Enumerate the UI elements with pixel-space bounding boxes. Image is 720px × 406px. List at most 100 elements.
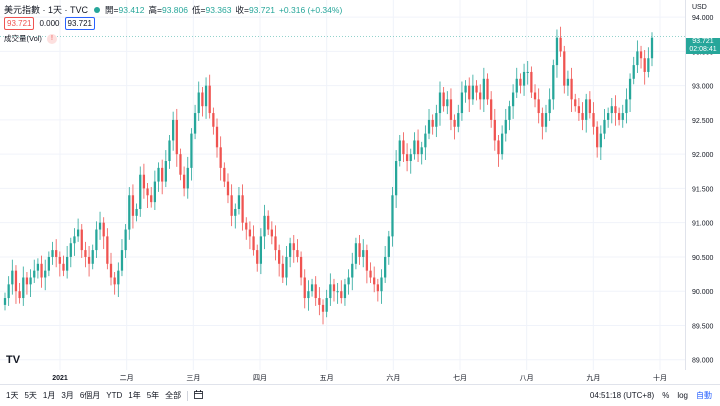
candle xyxy=(515,67,518,98)
candle xyxy=(139,166,142,217)
candle-body xyxy=(36,263,40,271)
candle-body xyxy=(369,270,372,278)
candle-body xyxy=(325,298,328,312)
candle-body xyxy=(135,208,138,216)
candle-body xyxy=(391,195,394,237)
candle xyxy=(234,203,237,229)
candle-body xyxy=(427,119,431,134)
candle-body xyxy=(585,99,588,120)
candle xyxy=(270,221,273,245)
candle-body xyxy=(73,236,76,244)
price-tick-label: 92.000 xyxy=(692,152,714,159)
candle-body xyxy=(650,37,654,59)
candle xyxy=(391,187,394,247)
range-6m[interactable]: 6個月 xyxy=(79,391,101,400)
candle-body xyxy=(639,51,643,59)
candle-body xyxy=(281,263,284,278)
candle-body xyxy=(457,113,460,127)
candle-body xyxy=(490,99,493,120)
candle-body xyxy=(537,99,540,114)
candle-body xyxy=(51,250,54,257)
candle-body xyxy=(40,263,43,278)
candle-body xyxy=(193,113,197,134)
range-5d[interactable]: 5天 xyxy=(24,391,37,400)
candle xyxy=(226,173,230,204)
percent-toggle[interactable]: % xyxy=(662,391,670,400)
range-all[interactable]: 全部 xyxy=(165,391,182,400)
candle-body xyxy=(182,174,186,189)
range-1m[interactable]: 1月 xyxy=(42,391,56,400)
last-price-value: 93.721 xyxy=(692,38,714,45)
candle xyxy=(212,107,215,135)
candle-body xyxy=(139,174,142,209)
candle-body xyxy=(566,78,570,86)
candle xyxy=(504,108,507,142)
price-axis[interactable]: 89.000 89.500 90.000 90.500 91.000 91.500 92.0… xyxy=(685,0,720,370)
range-1y[interactable]: 1年 xyxy=(128,391,141,400)
auto-scale-toggle[interactable]: 自動 xyxy=(696,391,712,400)
candle-body xyxy=(384,256,387,278)
candle-body xyxy=(259,236,263,264)
candle-body xyxy=(479,92,482,100)
candle xyxy=(3,292,7,311)
candle-body xyxy=(365,250,369,271)
candle-body xyxy=(142,174,146,189)
range-3m[interactable]: 3月 xyxy=(61,391,74,400)
candle xyxy=(373,266,376,293)
range-5y[interactable]: 5年 xyxy=(146,391,160,400)
range-ytd[interactable]: YTD xyxy=(106,391,123,400)
candle xyxy=(614,95,617,126)
candle-body xyxy=(563,51,566,86)
symbol-title[interactable]: 美元指數 · 1天 · TVC xyxy=(4,5,89,15)
candle xyxy=(405,143,409,172)
candle-body xyxy=(347,277,350,285)
candle xyxy=(435,104,438,138)
candle xyxy=(570,67,573,113)
range-1d[interactable]: 1天 xyxy=(6,391,19,400)
candle-body xyxy=(3,298,7,305)
candle xyxy=(596,121,599,158)
candle-body xyxy=(420,147,423,155)
candle xyxy=(47,251,50,277)
candle-body xyxy=(95,229,98,251)
candle-body xyxy=(230,195,233,216)
candle-body xyxy=(438,92,442,114)
candle-body xyxy=(570,78,573,100)
candle xyxy=(267,210,270,236)
candle xyxy=(274,225,277,261)
candle xyxy=(22,266,25,306)
candle-body xyxy=(387,236,390,257)
candle xyxy=(541,107,544,140)
tradingview-logo-icon[interactable]: TV xyxy=(6,354,21,366)
time-tick-label: 四月 xyxy=(253,374,267,382)
candle-body xyxy=(11,270,14,285)
goto-date-icon[interactable] xyxy=(194,390,204,401)
candle xyxy=(449,88,453,131)
candle xyxy=(281,255,284,283)
candle xyxy=(76,218,80,242)
candle xyxy=(307,280,310,311)
candle-body xyxy=(581,113,584,120)
log-toggle[interactable]: log xyxy=(677,391,688,400)
bid-price[interactable]: 93.721 xyxy=(4,17,35,30)
toolbar-divider xyxy=(187,390,189,401)
candlestick-chart[interactable] xyxy=(0,0,685,370)
candle xyxy=(223,162,226,188)
candle xyxy=(384,245,387,283)
candle-body xyxy=(405,154,409,162)
candle-body xyxy=(493,119,496,141)
candle-body xyxy=(610,106,613,114)
ask-price[interactable]: 93.721 xyxy=(64,17,95,30)
clock-time[interactable]: 04:51:18 (UTC+8) xyxy=(589,391,655,400)
candle-body xyxy=(204,85,208,107)
candle xyxy=(585,93,588,133)
candle-body xyxy=(102,222,105,237)
candle-body xyxy=(267,215,270,230)
time-axis[interactable]: 2021 二月 三月 四月 五月 六月 七月 八月 九月 十月 xyxy=(0,370,685,383)
volume-label[interactable]: 成交量(Vol) xyxy=(4,34,42,43)
candle xyxy=(617,107,621,126)
time-tick-label: 九月 xyxy=(586,373,600,382)
warning-icon[interactable]: ! xyxy=(46,33,57,44)
currency-label[interactable]: USD xyxy=(692,4,707,11)
candle-body xyxy=(508,106,511,120)
